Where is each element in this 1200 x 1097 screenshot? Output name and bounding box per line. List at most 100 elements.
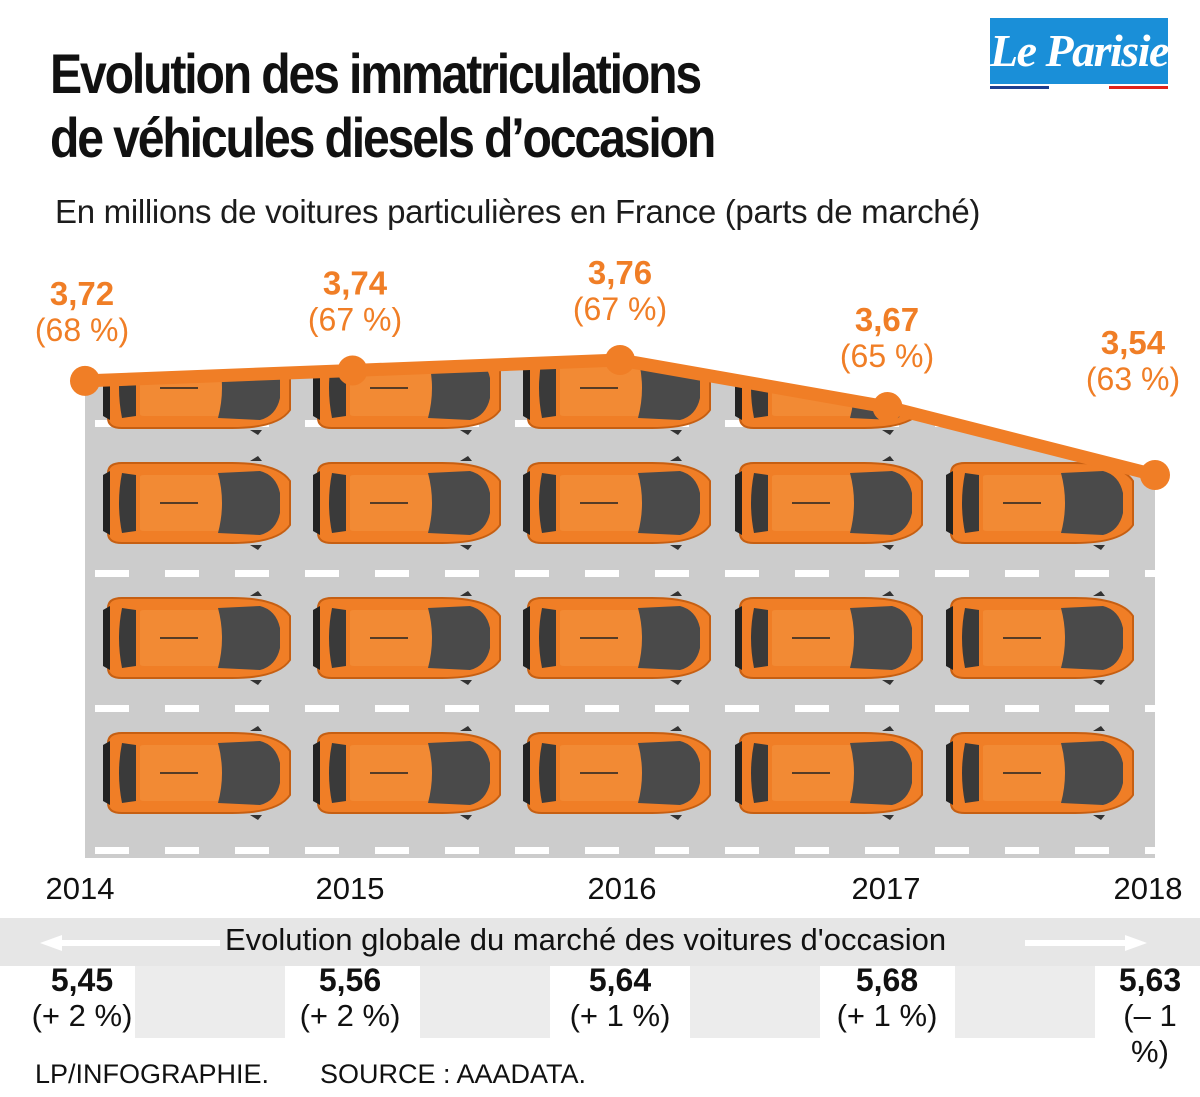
page-title: Evolution des immatriculations de véhicu… <box>50 42 824 170</box>
lane-dash <box>1005 570 1039 577</box>
market-value: 5,68 <box>855 962 919 998</box>
data-point-2018 <box>1140 460 1170 490</box>
lane-dash <box>235 570 269 577</box>
share-label-2017: (65 %) <box>840 338 934 374</box>
lane-dash <box>165 570 199 577</box>
title-line-2: de véhicules diesels d’occasion <box>50 106 716 169</box>
lane-dash <box>1075 420 1109 427</box>
lane-dash <box>375 705 409 712</box>
lane-dash <box>725 847 759 854</box>
lane-dash <box>235 847 269 854</box>
lane-dash <box>375 847 409 854</box>
market-change: (– 1 %) <box>1123 998 1177 1069</box>
market-strip-segment <box>135 966 285 1038</box>
lane-dash <box>305 847 339 854</box>
data-point-2016 <box>605 345 635 375</box>
car-icon <box>312 725 501 821</box>
lane-dash <box>865 705 899 712</box>
car-icon <box>945 590 1134 686</box>
car-icon <box>734 725 923 821</box>
market-item-2015: 5,56 (+ 2 %) <box>300 962 401 1034</box>
market-change: (+ 1 %) <box>836 998 938 1033</box>
lane-dash <box>305 705 339 712</box>
car-icon <box>312 360 501 436</box>
lane-dash <box>1005 420 1039 427</box>
market-item-2018: 5,63 (– 1 %) <box>1119 962 1181 1070</box>
lane-dash <box>1075 847 1109 854</box>
lane-dash <box>375 570 409 577</box>
lane-dash <box>585 705 619 712</box>
subtitle: En millions de voitures particulières en… <box>55 193 981 230</box>
flag-white-stripe <box>1049 86 1109 89</box>
lane-dash <box>865 847 899 854</box>
band-arrow-right-shaft <box>1025 940 1125 946</box>
car-icon <box>734 590 923 686</box>
lane-dash <box>1145 847 1155 854</box>
value-label-2014: 3,72 <box>50 275 114 312</box>
market-value: 5,56 <box>318 962 382 998</box>
share-label-2015: (67 %) <box>308 301 402 337</box>
market-change: (+ 1 %) <box>569 998 671 1033</box>
lane-dash <box>1075 570 1109 577</box>
band-arrow-left-icon <box>40 935 62 951</box>
flag-red-stripe <box>1108 86 1168 89</box>
year-label-2014: 2014 <box>45 871 115 906</box>
lane-dash <box>795 570 829 577</box>
year-label-2016: 2016 <box>587 871 657 906</box>
lane-dash <box>95 705 129 712</box>
lane-dash <box>655 705 689 712</box>
data-point-2014 <box>70 365 100 396</box>
car-icon <box>102 455 291 551</box>
market-title: Evolution globale du marché des voitures… <box>225 922 947 957</box>
year-label-2015: 2015 <box>315 871 385 906</box>
diesel-registrations-chart: 3,72(68 %)3,74(67 %)3,76(67 %) 3,67(65 %)… <box>35 254 1180 858</box>
lane-dash <box>655 570 689 577</box>
lane-dash <box>1145 420 1155 427</box>
lane-dash <box>1145 570 1155 577</box>
lane-dash <box>725 705 759 712</box>
car-icon <box>102 590 291 686</box>
lane-dash <box>305 570 339 577</box>
market-strip-segment <box>690 966 820 1038</box>
lane-dash <box>95 847 129 854</box>
market-strip <box>0 966 1200 1038</box>
value-label-2017: 3,67 <box>855 301 919 338</box>
car-icon <box>312 455 501 551</box>
le-parisien-logo: Le Parisien <box>990 18 1168 84</box>
market-strip-segment <box>955 966 1095 1038</box>
market-item-2014: 5,45 (+ 2 %) <box>32 962 133 1034</box>
data-point-2017 <box>872 392 903 423</box>
lane-dash <box>1145 705 1155 712</box>
lane-dash <box>515 847 549 854</box>
lane-dash <box>1075 705 1109 712</box>
lane-dash <box>515 705 549 712</box>
footer-source: SOURCE : AAADATA. <box>320 1059 587 1089</box>
car-icon <box>945 725 1134 821</box>
year-label-2017: 2017 <box>851 871 921 906</box>
data-point-2015 <box>337 355 368 386</box>
car-icon <box>522 725 711 821</box>
lane-dash <box>725 570 759 577</box>
lane-dash <box>95 570 129 577</box>
market-value: 5,45 <box>50 962 114 998</box>
lane-dash <box>445 705 479 712</box>
lane-dash <box>445 847 479 854</box>
share-label-2016: (67 %) <box>573 291 667 327</box>
car-icon <box>734 455 923 551</box>
lane-dash <box>585 847 619 854</box>
lane-dash <box>445 570 479 577</box>
car-icon <box>522 590 711 686</box>
value-label-2018: 3,54 <box>1101 324 1166 361</box>
lane-dash <box>935 847 969 854</box>
market-item-2016: 5,64 (+ 1 %) <box>570 962 671 1034</box>
market-item-2017: 5,68 (+ 1 %) <box>837 962 938 1034</box>
lane-dash <box>935 570 969 577</box>
lane-dash <box>935 705 969 712</box>
value-label-2015: 3,74 <box>323 264 388 301</box>
lane-dash <box>865 570 899 577</box>
car-icon <box>102 725 291 821</box>
road-background <box>85 360 1155 858</box>
title-line-1: Evolution des immatriculations <box>50 42 702 105</box>
band-arrow-left-shaft <box>60 940 220 946</box>
market-strip-segment <box>420 966 550 1038</box>
